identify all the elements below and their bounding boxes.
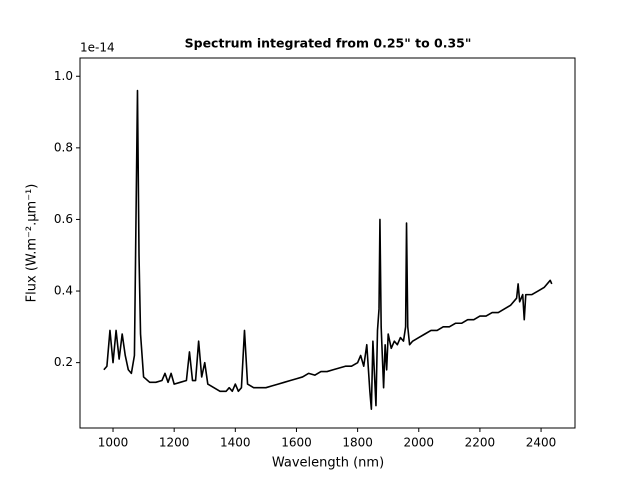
x-tick-label: 2200 <box>465 436 496 450</box>
x-tick-label: 1800 <box>342 436 373 450</box>
x-tick-label: 2000 <box>403 436 434 450</box>
chart-title: Spectrum integrated from 0.25" to 0.35" <box>185 36 472 51</box>
y-tick-label: 0.8 <box>54 140 73 154</box>
y-tick-label: 0.4 <box>54 284 73 298</box>
x-axis-label: Wavelength (nm) <box>272 456 384 471</box>
plot-frame <box>79 57 576 429</box>
y-tick-label: 1.0 <box>54 69 73 83</box>
y-offset-label: 1e-14 <box>80 41 115 55</box>
x-tick-label: 1600 <box>281 436 312 450</box>
x-tick-label: 1400 <box>220 436 251 450</box>
x-tick-label: 2400 <box>526 436 557 450</box>
x-tick-label: 1000 <box>98 436 129 450</box>
y-tick-label: 0.6 <box>54 212 73 226</box>
y-tick-label: 0.2 <box>54 355 73 369</box>
y-axis-label: Flux (W.m⁻².μm⁻¹) <box>25 184 40 303</box>
series-line <box>103 89 553 410</box>
x-tick-label: 1200 <box>159 436 190 450</box>
